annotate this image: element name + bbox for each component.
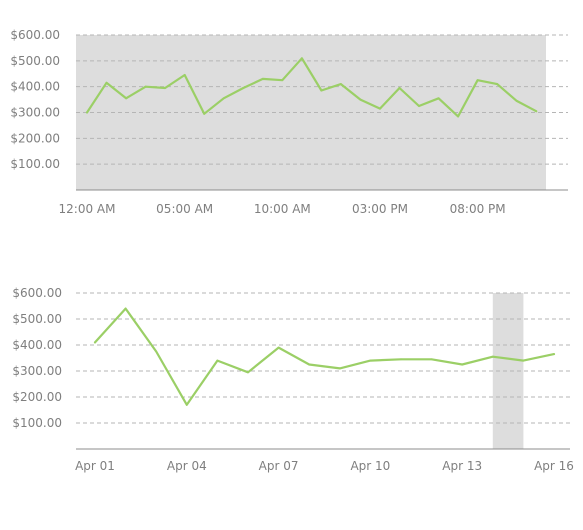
y-tick-label: $300.00 bbox=[10, 106, 60, 120]
x-tick-label: Apr 10 bbox=[350, 459, 390, 473]
data-point bbox=[86, 111, 88, 114]
data-point bbox=[124, 307, 127, 310]
data-point bbox=[320, 89, 323, 92]
x-tick-label: 12:00 AM bbox=[59, 202, 116, 216]
y-tick-label: $600.00 bbox=[10, 28, 60, 42]
data-point bbox=[522, 359, 525, 362]
data-point bbox=[164, 87, 167, 89]
data-point bbox=[430, 358, 433, 361]
data-point bbox=[247, 371, 249, 374]
y-tick-label: $500.00 bbox=[10, 54, 60, 68]
data-point bbox=[300, 57, 303, 60]
x-tick-label: 08:00 PM bbox=[450, 202, 506, 216]
data-point bbox=[94, 341, 96, 344]
data-point bbox=[105, 81, 108, 84]
data-point bbox=[398, 87, 401, 89]
y-tick-label: $200.00 bbox=[10, 131, 60, 145]
chart-2: $100.00 $200.00 $300.00 $400.00 $500.00 $600.… bbox=[12, 286, 574, 473]
y-tick-label: $400.00 bbox=[12, 338, 62, 352]
data-point bbox=[277, 346, 280, 349]
series-line bbox=[85, 57, 538, 118]
y-tick-label: $100.00 bbox=[12, 416, 62, 430]
data-point bbox=[203, 112, 206, 115]
data-point bbox=[491, 355, 494, 358]
data-point bbox=[476, 79, 479, 82]
y-tick-label: $500.00 bbox=[12, 312, 62, 326]
data-point bbox=[535, 110, 538, 113]
x-tick-label: 10:00 AM bbox=[254, 202, 311, 216]
x-tick-label: 03:00 PM bbox=[352, 202, 408, 216]
y-tick-label: $100.00 bbox=[10, 157, 60, 171]
data-point bbox=[515, 99, 518, 102]
data-point bbox=[183, 74, 186, 76]
data-point bbox=[125, 97, 127, 100]
data-point bbox=[418, 105, 420, 107]
y-tick-label: $200.00 bbox=[12, 390, 62, 404]
x-tick-label: Apr 07 bbox=[259, 459, 299, 473]
data-point bbox=[308, 363, 311, 366]
data-point bbox=[281, 79, 284, 82]
data-point bbox=[369, 359, 372, 362]
x-tick-label: 05:00 AM bbox=[156, 202, 213, 216]
data-point bbox=[496, 83, 499, 85]
data-point bbox=[261, 78, 264, 80]
data-point bbox=[553, 353, 555, 355]
data-point bbox=[144, 85, 147, 88]
data-point bbox=[359, 98, 362, 101]
data-point bbox=[379, 107, 381, 110]
data-point bbox=[400, 358, 402, 361]
y-tick-label: $600.00 bbox=[12, 286, 62, 300]
x-tick-label: Apr 04 bbox=[167, 459, 207, 473]
chart-1: $100.00 $200.00 $300.00 $400.00 $500.00 $600.… bbox=[10, 28, 568, 216]
data-point bbox=[216, 359, 219, 362]
data-point bbox=[222, 97, 225, 100]
data-point bbox=[461, 363, 464, 366]
data-point bbox=[340, 83, 342, 85]
data-point bbox=[155, 350, 158, 353]
x-tick-label: Apr 01 bbox=[75, 459, 115, 473]
data-point bbox=[437, 97, 440, 100]
y-tick-label: $300.00 bbox=[12, 364, 62, 378]
y-tick-label: $400.00 bbox=[10, 80, 60, 94]
x-tick-label: Apr 13 bbox=[442, 459, 482, 473]
series-line bbox=[93, 307, 556, 406]
data-point bbox=[457, 115, 460, 118]
data-point bbox=[338, 367, 341, 370]
data-point bbox=[242, 87, 245, 89]
x-tick-label: Apr 16 bbox=[534, 459, 574, 473]
data-point bbox=[185, 403, 188, 406]
